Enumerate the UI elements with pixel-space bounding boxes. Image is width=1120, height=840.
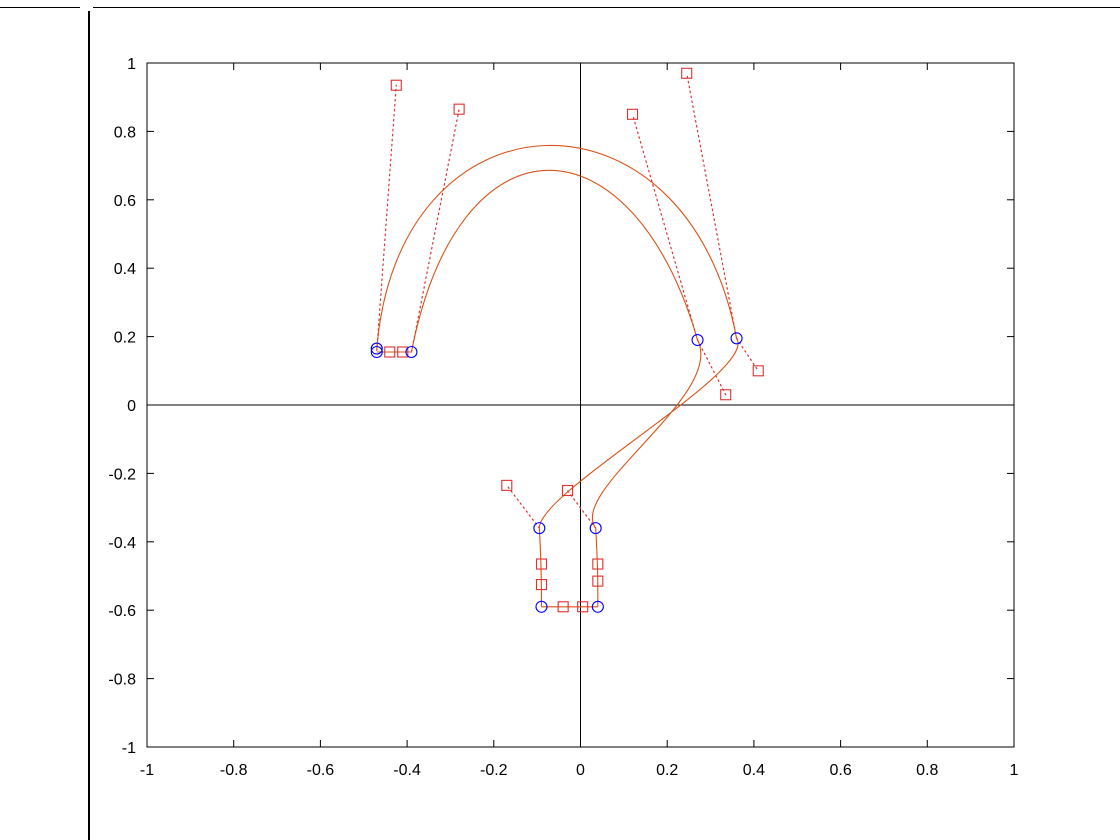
- control-point-square: [592, 558, 604, 570]
- handle-line: [735, 337, 759, 372]
- handle-line: [410, 108, 460, 353]
- x-tick-label: -0.6: [307, 762, 335, 779]
- handle-line: [566, 489, 597, 529]
- y-tick-label: -0.4: [108, 535, 136, 552]
- control-point-square: [557, 601, 569, 613]
- anchor-point-circle: [370, 345, 383, 359]
- bezier-curves: [376, 144, 739, 608]
- y-tick-label: -0.8: [108, 672, 136, 689]
- handle-line: [696, 339, 727, 396]
- control-handle-lines: [376, 72, 759, 529]
- anchor-point-circle: [535, 600, 548, 613]
- anchor-point-circle: [370, 342, 383, 355]
- control-point-square: [501, 479, 513, 491]
- anchor-point-circle: [533, 522, 546, 535]
- x-tick-label: 0: [576, 762, 585, 779]
- anchor-point-circle: [589, 522, 602, 535]
- control-point-square: [626, 108, 639, 120]
- x-tick-label: 0.4: [743, 762, 765, 779]
- anchor-point-circle: [691, 333, 704, 347]
- bezier-segment: [538, 528, 543, 607]
- control-point-square: [561, 484, 574, 497]
- x-tick-label: 0.8: [916, 762, 938, 779]
- bezier-segment: [595, 528, 599, 607]
- control-point-square: [592, 575, 604, 587]
- bezier-segment: [376, 144, 738, 351]
- y-tick-label: 0.2: [114, 330, 136, 347]
- control-point-square: [397, 346, 409, 358]
- y-tick-label: -0.2: [108, 466, 136, 483]
- y-tick-label: 0: [127, 398, 136, 415]
- anchor-point-circle: [405, 345, 418, 359]
- bezier-segment: [538, 338, 739, 529]
- control-points: [384, 67, 764, 613]
- x-tick-label: 1: [1010, 762, 1019, 779]
- bezier-segment: [410, 169, 699, 353]
- control-point-square: [453, 103, 465, 115]
- y-tick-label: -0.6: [108, 603, 136, 620]
- left-border: [88, 11, 90, 840]
- handle-line: [376, 84, 397, 351]
- handle-line: [686, 72, 738, 339]
- handle-line: [506, 484, 540, 529]
- y-tick-label: 0.4: [114, 261, 136, 278]
- y-tick-label: 1: [127, 56, 136, 73]
- x-tick-label: 0.6: [829, 762, 851, 779]
- y-tick-label: 0.6: [114, 193, 136, 210]
- x-tick-label: -0.2: [480, 762, 508, 779]
- anchor-points: [370, 332, 743, 613]
- x-tick-label: -1: [140, 762, 154, 779]
- top-border-left: [0, 7, 80, 8]
- x-tick-label: 0.2: [656, 762, 678, 779]
- control-point-square: [390, 79, 402, 91]
- control-point-square: [535, 558, 548, 570]
- axes-box: [146, 62, 1015, 748]
- handle-line: [631, 113, 699, 341]
- control-point-square: [752, 365, 764, 377]
- control-point-square: [384, 346, 396, 358]
- control-point-square: [535, 578, 548, 591]
- control-point-square: [720, 389, 732, 401]
- tick-labels: -1 -0.8 -0.6 -0.4 -0.2 0 0.2 0.4 0.6 0.8 1 1 0.8 0.6 0…: [108, 56, 1018, 779]
- x-tick-label: -0.4: [393, 762, 421, 779]
- top-border-right: [93, 7, 1120, 8]
- control-point-square: [577, 601, 589, 613]
- control-point-square: [681, 67, 693, 79]
- x-tick-label: -0.8: [220, 762, 248, 779]
- anchor-point-circle: [591, 600, 604, 613]
- y-tick-label: -1: [122, 740, 136, 757]
- y-tick-label: 0.8: [114, 124, 136, 141]
- anchor-point-circle: [730, 332, 743, 345]
- bezier-segment: [592, 339, 702, 529]
